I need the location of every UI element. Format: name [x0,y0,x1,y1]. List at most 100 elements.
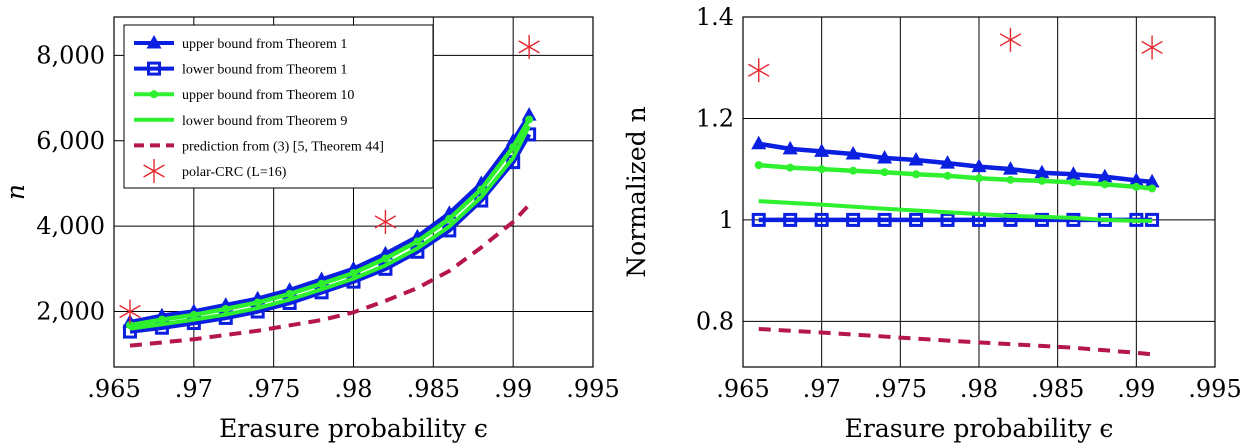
data-point-stroke [747,63,770,77]
data-point [1144,173,1160,188]
legend-swatch-marker [147,61,161,76]
legend-label: upper bound from Theorem 1 [182,37,347,52]
legend-label: prediction from (3) [5, Theorem 44] [182,139,384,154]
data-point [477,185,486,194]
data-point [1148,184,1157,193]
y-tick-label: 1.2 [696,104,734,132]
data-point [817,165,826,174]
data-point [849,166,858,175]
data-point-stroke [999,33,1022,47]
series-lower-bound-from-theorem-9 [758,199,1153,223]
series-line [129,203,531,348]
data-point [999,27,1022,52]
series-prediction-from-3-5-theorem-44 [758,326,1153,357]
grid [742,16,1216,367]
series-line [758,326,1153,357]
series-line [129,124,531,331]
data-point [783,212,798,227]
y-tick-label: 1.4 [696,3,734,31]
data-point [754,161,763,170]
series-prediction-from-3-5-theorem-44 [129,203,531,348]
x-tick-label: .97 [803,375,841,403]
legend-item: upper bound from Theorem 1 [134,35,347,52]
data-point [1037,176,1046,185]
x-tick-label: .99 [494,375,532,403]
data-point [518,34,540,59]
x-tick-label: .98 [960,375,998,403]
data-point [1141,35,1163,60]
x-tick-label: .975 [247,375,300,403]
data-point [1006,175,1015,184]
data-point [509,143,518,152]
data-point [940,155,956,169]
data-point-stroke [374,215,397,229]
data-point [1065,166,1081,180]
data-point [119,299,141,324]
legend-box [123,24,434,189]
y-tick-label: 6,000 [36,127,105,155]
data-point [845,145,861,160]
legend-label: lower bound from Theorem 9 [182,114,347,129]
x-tick-label: .985 [407,375,460,403]
data-point [880,168,889,177]
x-tick-label: .965 [716,375,769,403]
y-axis-label: Normalized n [622,106,651,278]
series-polar-crc-l-16 [747,27,1163,83]
legend-item: lower bound from Theorem 9 [134,114,347,129]
data-point [1100,180,1109,189]
legend-item: prediction from (3) [5, Theorem 44] [134,139,384,154]
data-point [751,135,767,150]
series-upper-bound-from-theorem-10 [754,161,1157,193]
x-tick-label: .985 [1031,375,1084,403]
x-tick-label: .97 [175,375,213,403]
data-point [1097,168,1113,183]
data-point-stroke [119,304,141,319]
data-point [1128,172,1144,186]
legend-swatch-marker [150,90,158,99]
data-point [877,212,892,227]
legend-item: lower bound from Theorem 1 [134,61,347,78]
x-axis-label: Erasure probability ϵ [845,414,1114,443]
plot-frame [742,16,1216,368]
y-tick-label: 4,000 [36,212,105,240]
data-point [374,209,397,234]
y-tick-label: 8,000 [36,41,105,69]
data-point [189,310,198,319]
data-point [943,171,952,180]
legend-label: lower bound from Theorem 1 [182,63,347,78]
x-axis-label: Erasure probability ϵ [219,414,488,443]
x-tick-label: .995 [566,375,619,403]
data-point [1034,164,1050,179]
series-polar-crc-l-16 [119,34,540,324]
x-tick-label: .98 [334,375,372,403]
legend-swatch-marker [146,35,162,49]
right-chart: .965 .97 .975 .98 .985 .99 .995 0.8 1 1.2 1.4 Erasu… [622,3,1242,443]
x-tick-label: .965 [87,375,140,403]
data-point [349,269,358,278]
x-tick-label: .975 [874,375,927,403]
series-line [758,162,1153,191]
y-axis-label: n [1,184,30,200]
y-tick-label: 0.8 [696,307,734,335]
series-lower-bound-from-theorem-9 [129,124,531,331]
data-point [413,237,422,246]
data-point [1069,178,1078,187]
legend-item: polar-CRC (L=16) [143,159,287,183]
plot-frame [113,16,594,368]
data-point [525,115,534,124]
data-point [381,254,390,263]
legend: upper bound from Theorem 1 lower bound fr… [123,24,434,189]
series-line [758,141,1153,185]
series-upper-bound-from-theorem-1 [751,135,1160,188]
data-point [877,150,893,164]
data-point [814,212,829,227]
x-tick-label: .99 [1117,375,1155,403]
y-tick-label: 1 [719,206,734,234]
x-tick-label: .995 [1188,375,1241,403]
data-point [221,304,230,313]
data-point [814,143,830,157]
legend-swatch-marker [143,159,165,183]
data-point [846,212,861,227]
legend-swatch-marker-stroke [143,164,165,178]
